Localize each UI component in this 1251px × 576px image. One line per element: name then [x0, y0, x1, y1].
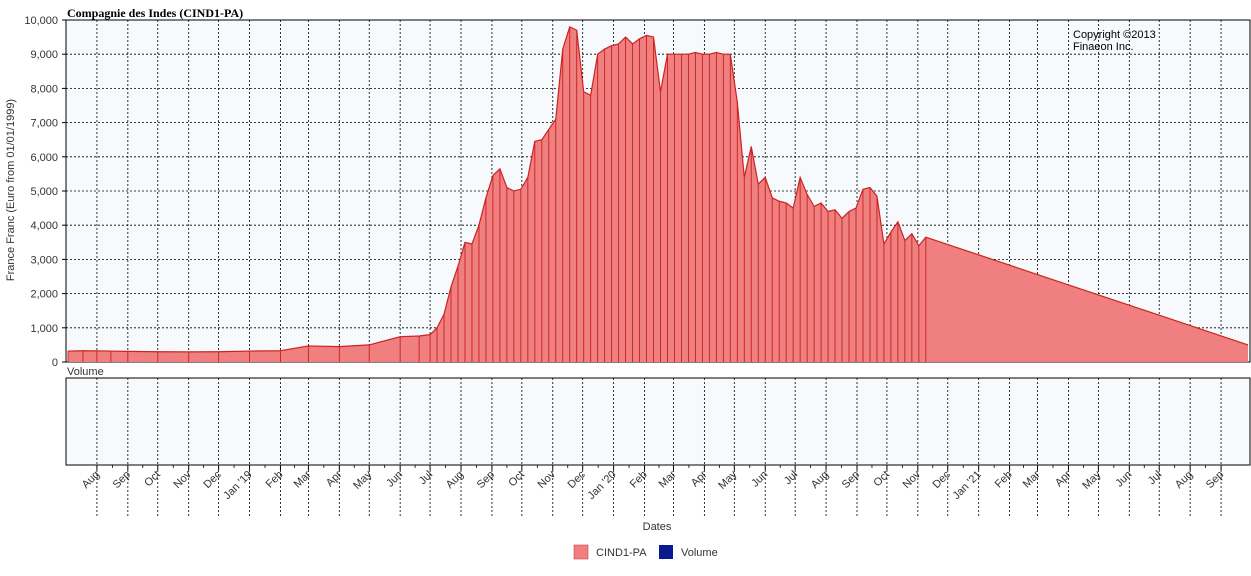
y-tick-label: 7,000 [30, 118, 58, 130]
x-tick-label: Nov [536, 468, 559, 491]
x-tick-label: Dec [565, 468, 588, 491]
y-tick-label: 8,000 [30, 83, 58, 95]
y-tick-label: 0 [52, 357, 58, 369]
y-tick-label: 4,000 [30, 220, 58, 232]
legend: CIND1-PA Volume [573, 544, 718, 560]
copyright-line-1: Copyright ©2013 [1073, 29, 1156, 41]
x-tick-label: Jul [782, 469, 800, 487]
x-tick-label: Oct [506, 469, 527, 490]
legend-label-cind1-pa: CIND1-PA [596, 547, 647, 559]
x-tick-label: Apr [1053, 468, 1074, 489]
x-tick-label: Feb [264, 469, 286, 491]
x-tick-label: Sep [475, 469, 497, 491]
y-tick-label: 2,000 [30, 289, 58, 301]
y-axis-label: France Franc (Euro from 01/01/1999) [5, 99, 17, 281]
x-tick-label: Sep [1204, 469, 1226, 491]
y-tick-label: 1,000 [30, 323, 58, 335]
price-line [67, 25, 1249, 353]
x-tick-label: Dec [201, 468, 224, 491]
date-axis-gridlines [96, 470, 1222, 518]
price-area-series [67, 25, 1249, 363]
x-tick-label: Jan '21 [950, 469, 983, 502]
x-tick-label: May [351, 468, 375, 492]
x-tick-label: Apr [689, 468, 710, 489]
x-tick-label: Nov [901, 468, 924, 491]
x-tick-label: Jun [1113, 469, 1134, 490]
x-tick-label: Sep [111, 469, 133, 491]
x-tick-label: Nov [171, 468, 194, 491]
volume-plot-area [65, 377, 1251, 466]
y-tick-label: 10,000 [24, 15, 58, 27]
x-tick-label: Mar [1021, 468, 1043, 490]
x-tick-label: Jul [1146, 469, 1164, 487]
x-axis-label: Dates [643, 521, 672, 533]
x-tick-label: Jan '19 [221, 469, 254, 502]
x-tick-label: Jan '20 [585, 469, 618, 502]
copyright-line-2: Finaeon Inc. [1073, 41, 1134, 53]
x-tick-label: Mar [292, 468, 314, 490]
x-tick-label: Feb [628, 469, 650, 491]
chart-title: Compagnie des Indes (CIND1-PA) [67, 6, 243, 20]
x-tick-label: Oct [871, 469, 892, 490]
x-tick-label: May [1080, 468, 1104, 492]
x-tick-label: Sep [840, 469, 862, 491]
price-area-fill [67, 26, 1249, 363]
legend-label-volume: Volume [681, 547, 718, 559]
x-tick-label: Feb [993, 469, 1015, 491]
x-tick-label: Aug [1173, 469, 1195, 491]
x-tick-label: Mar [657, 468, 679, 490]
x-tick-label: Jul [417, 469, 435, 487]
x-tick-label: Oct [142, 469, 163, 490]
x-tick-label: Dec [931, 468, 954, 491]
x-tick-label: Jun [384, 469, 405, 490]
legend-swatch-cind1-pa [573, 544, 589, 560]
y-tick-label: 6,000 [30, 152, 58, 164]
y-tick-label: 3,000 [30, 254, 58, 266]
y-tick-labels: 0 1,000 2,000 3,000 4,000 5,000 6,000 7,000 8,00… [24, 15, 66, 369]
x-tick-label: May [716, 468, 740, 492]
x-tick-label: Apr [324, 468, 345, 489]
x-tick-label: Aug [444, 469, 466, 491]
volume-x-gridlines [96, 378, 1222, 465]
volume-panel-label: Volume [67, 366, 104, 378]
x-tick-label: Aug [809, 469, 831, 491]
y-tick-label: 9,000 [30, 49, 58, 61]
x-tick-label: Aug [80, 469, 102, 491]
y-tick-label: 5,000 [30, 186, 58, 198]
x-tick-label: Jun [749, 469, 770, 490]
legend-swatch-volume [659, 545, 673, 559]
